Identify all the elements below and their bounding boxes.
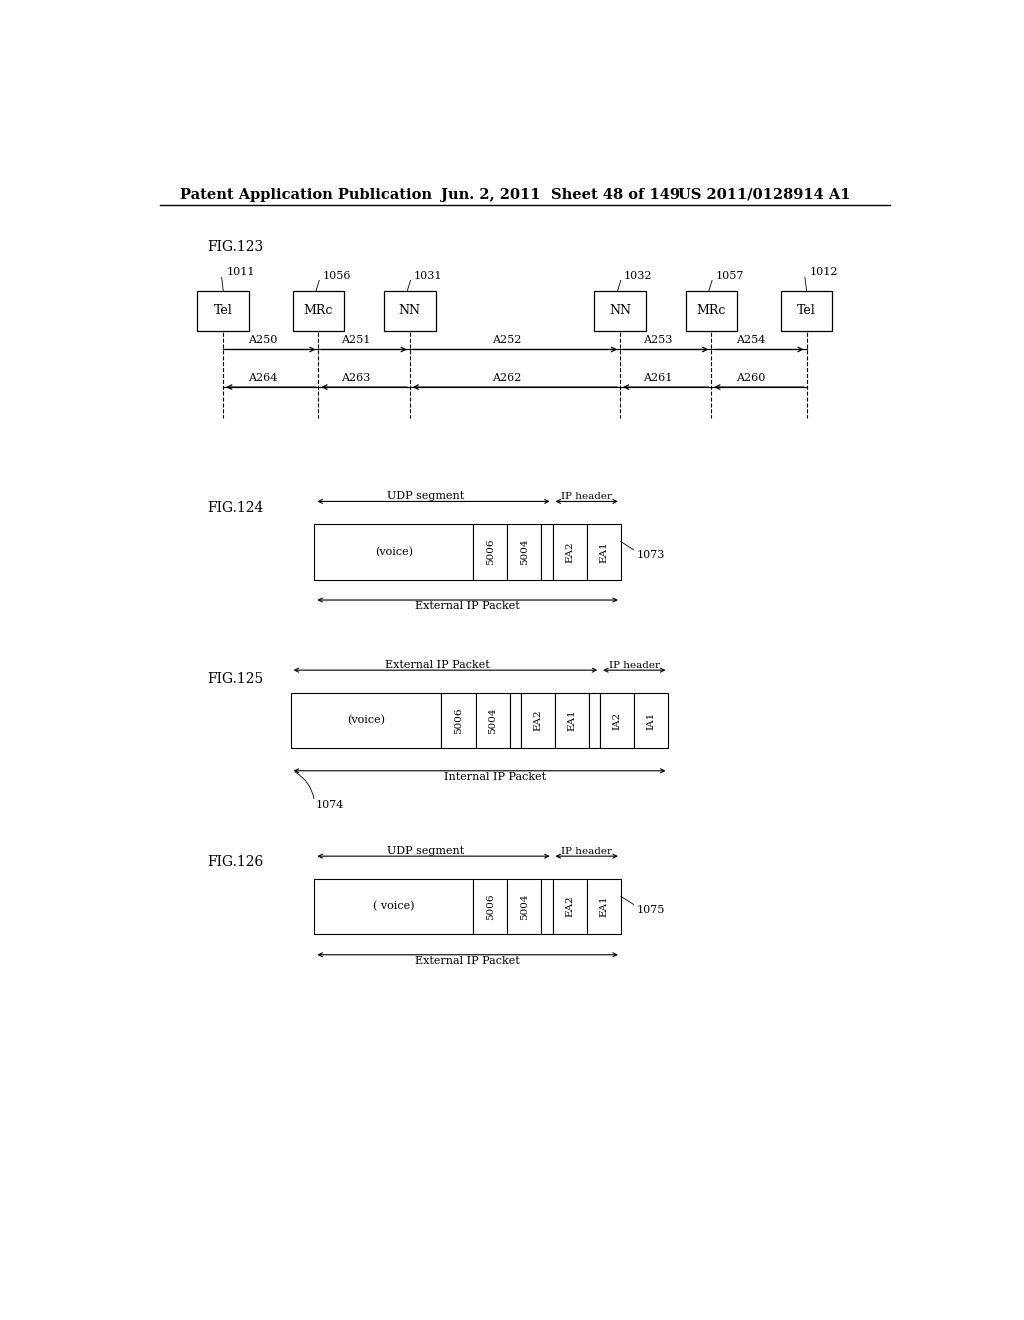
Bar	[314, 524, 473, 579]
Bar	[587, 524, 621, 579]
Bar	[314, 879, 473, 935]
Bar	[589, 693, 600, 748]
Text: FIG.123: FIG.123	[207, 240, 263, 253]
Bar	[542, 879, 553, 935]
Text: EA1: EA1	[567, 710, 577, 731]
Text: External IP Packet: External IP Packet	[416, 956, 520, 966]
Text: A252: A252	[493, 335, 521, 346]
Text: A264: A264	[248, 374, 278, 383]
Text: UDP segment: UDP segment	[387, 491, 464, 502]
Bar	[685, 290, 737, 331]
Text: IP header: IP header	[609, 660, 659, 669]
Bar	[507, 879, 542, 935]
Text: A253: A253	[643, 335, 673, 346]
Text: 1012: 1012	[810, 267, 839, 277]
Text: MRc: MRc	[696, 305, 726, 317]
Bar	[587, 879, 621, 935]
Text: Patent Application Publication: Patent Application Publication	[179, 187, 431, 202]
Bar	[510, 693, 521, 748]
Bar	[441, 693, 475, 748]
Bar	[553, 879, 587, 935]
Text: 5006: 5006	[454, 708, 463, 734]
Text: 5006: 5006	[485, 539, 495, 565]
Text: (voice): (voice)	[347, 715, 385, 726]
Bar	[600, 693, 634, 748]
Text: 1073: 1073	[637, 550, 665, 560]
Bar	[555, 693, 589, 748]
Text: EA2: EA2	[534, 710, 543, 731]
Text: 5004: 5004	[520, 539, 529, 565]
Text: US 2011/0128914 A1: US 2011/0128914 A1	[678, 187, 851, 202]
Bar	[634, 693, 669, 748]
Bar	[475, 693, 510, 748]
Text: 5006: 5006	[485, 894, 495, 920]
Bar	[542, 524, 553, 579]
Text: IP header: IP header	[561, 492, 612, 500]
Text: 1074: 1074	[316, 800, 344, 810]
Text: FIG.124: FIG.124	[207, 502, 264, 515]
Text: Jun. 2, 2011: Jun. 2, 2011	[441, 187, 541, 202]
Text: EA1: EA1	[599, 896, 608, 917]
Text: NN: NN	[609, 305, 631, 317]
Bar	[473, 524, 507, 579]
Text: A254: A254	[736, 335, 766, 346]
Text: A251: A251	[341, 335, 371, 346]
Text: 1031: 1031	[414, 272, 442, 281]
Text: 1056: 1056	[323, 272, 351, 281]
Bar	[507, 524, 542, 579]
Text: (voice): (voice)	[375, 546, 413, 557]
Text: MRc: MRc	[304, 305, 333, 317]
Text: EA1: EA1	[599, 541, 608, 562]
Bar	[521, 693, 555, 748]
Bar	[384, 290, 435, 331]
Text: 1057: 1057	[715, 272, 743, 281]
Bar	[198, 290, 249, 331]
Text: Tel: Tel	[797, 305, 816, 317]
Text: IA2: IA2	[612, 711, 622, 730]
Text: FIG.125: FIG.125	[207, 672, 263, 686]
Text: Internal IP Packet: Internal IP Packet	[444, 772, 547, 781]
Text: A261: A261	[643, 374, 673, 383]
Text: 5004: 5004	[520, 894, 529, 920]
Text: A263: A263	[341, 374, 371, 383]
Text: EA2: EA2	[565, 541, 574, 562]
Text: External IP Packet: External IP Packet	[385, 660, 489, 671]
Text: IP header: IP header	[561, 846, 612, 855]
Text: 1032: 1032	[624, 272, 652, 281]
Text: ( voice): ( voice)	[373, 902, 415, 912]
Bar	[293, 290, 344, 331]
Text: A250: A250	[248, 335, 278, 346]
Bar	[594, 290, 646, 331]
Text: Tel: Tel	[214, 305, 232, 317]
Text: FIG.126: FIG.126	[207, 855, 263, 869]
Text: IA1: IA1	[647, 711, 656, 730]
Text: EA2: EA2	[565, 896, 574, 917]
Bar	[473, 879, 507, 935]
Bar	[553, 524, 587, 579]
Text: Sheet 48 of 149: Sheet 48 of 149	[551, 187, 680, 202]
Text: UDP segment: UDP segment	[387, 846, 464, 857]
Text: 1075: 1075	[637, 904, 665, 915]
Text: External IP Packet: External IP Packet	[416, 601, 520, 611]
Text: 5004: 5004	[488, 708, 498, 734]
Text: NN: NN	[398, 305, 421, 317]
Text: A260: A260	[736, 374, 766, 383]
Bar	[291, 693, 441, 748]
Text: 1011: 1011	[226, 267, 255, 277]
Text: A262: A262	[493, 374, 521, 383]
Bar	[780, 290, 833, 331]
